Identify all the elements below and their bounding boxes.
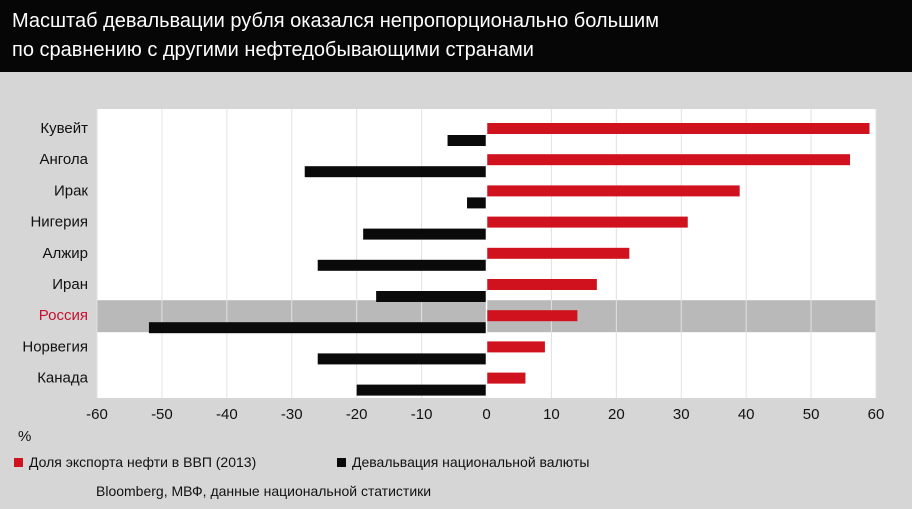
bar-devaluation: [317, 353, 487, 365]
x-axis-unit: %: [18, 428, 32, 445]
x-tick-label: 0: [482, 406, 490, 423]
x-tick-label: -60: [86, 406, 108, 423]
x-tick-label: -50: [151, 406, 173, 423]
bar-chart: Кувейт Ангола Ирак Нигерия Алжир Иран Россия Но…: [22, 109, 885, 423]
bar-oil-export: [486, 372, 526, 384]
x-tick-label: -40: [216, 406, 238, 423]
legend-item-oil-export: Доля экспорта нефти в ВВП (2013): [14, 454, 256, 470]
category-label: Канада: [37, 370, 88, 387]
x-tick-label: 20: [608, 406, 625, 423]
legend-label-oil-export: Доля экспорта нефти в ВВП (2013): [29, 454, 257, 470]
x-tick-label: -20: [346, 406, 368, 423]
bar-devaluation: [356, 384, 487, 396]
x-tick-label: 40: [738, 406, 755, 423]
bar-oil-export: [486, 247, 630, 259]
category-label: Нигерия: [30, 214, 88, 231]
legend-item-devaluation: Девальвация национальной валюты: [337, 454, 589, 470]
x-tick-label: 10: [543, 406, 560, 423]
category-label: Алжир: [42, 245, 88, 262]
bar-oil-export: [486, 185, 740, 197]
category-label: Россия: [39, 307, 88, 324]
category-label: Норвегия: [22, 338, 88, 355]
bar-devaluation: [317, 259, 487, 271]
bar-devaluation: [467, 197, 487, 209]
category-label: Иран: [52, 276, 88, 293]
legend-swatch-black: [337, 457, 346, 467]
x-tick-label: 30: [673, 406, 690, 423]
bar-oil-export: [486, 154, 851, 166]
legend-swatch-red: [14, 457, 23, 467]
bar-oil-export: [486, 279, 597, 290]
x-tick-label: 60: [868, 406, 885, 423]
bar-devaluation: [447, 135, 487, 146]
bar-devaluation: [363, 228, 487, 240]
category-label: Ирак: [54, 182, 88, 199]
category-label: Ангола: [39, 151, 88, 168]
category-label: Кувейт: [40, 120, 88, 137]
chart-title-line-2: по сравнению с другими нефтедобывающими …: [12, 39, 534, 61]
chart-header: Масштаб девальвации рубля оказался непро…: [0, 0, 912, 72]
legend-label-devaluation: Девальвация национальной валюты: [352, 454, 590, 470]
bar-oil-export: [486, 310, 578, 322]
chart-title-line-1: Масштаб девальвации рубля оказался непро…: [12, 10, 659, 32]
x-tick-label: -30: [281, 406, 303, 423]
x-tick-label: -10: [411, 406, 433, 423]
bar-oil-export: [486, 123, 870, 134]
source-note: Bloomberg, МВФ, данные национальной стат…: [96, 483, 432, 499]
bar-devaluation: [148, 322, 487, 334]
bar-oil-export: [486, 216, 688, 228]
x-tick-label: 50: [803, 406, 820, 423]
bar-devaluation: [304, 166, 487, 178]
bar-devaluation: [376, 291, 487, 302]
bar-oil-export: [486, 341, 545, 353]
